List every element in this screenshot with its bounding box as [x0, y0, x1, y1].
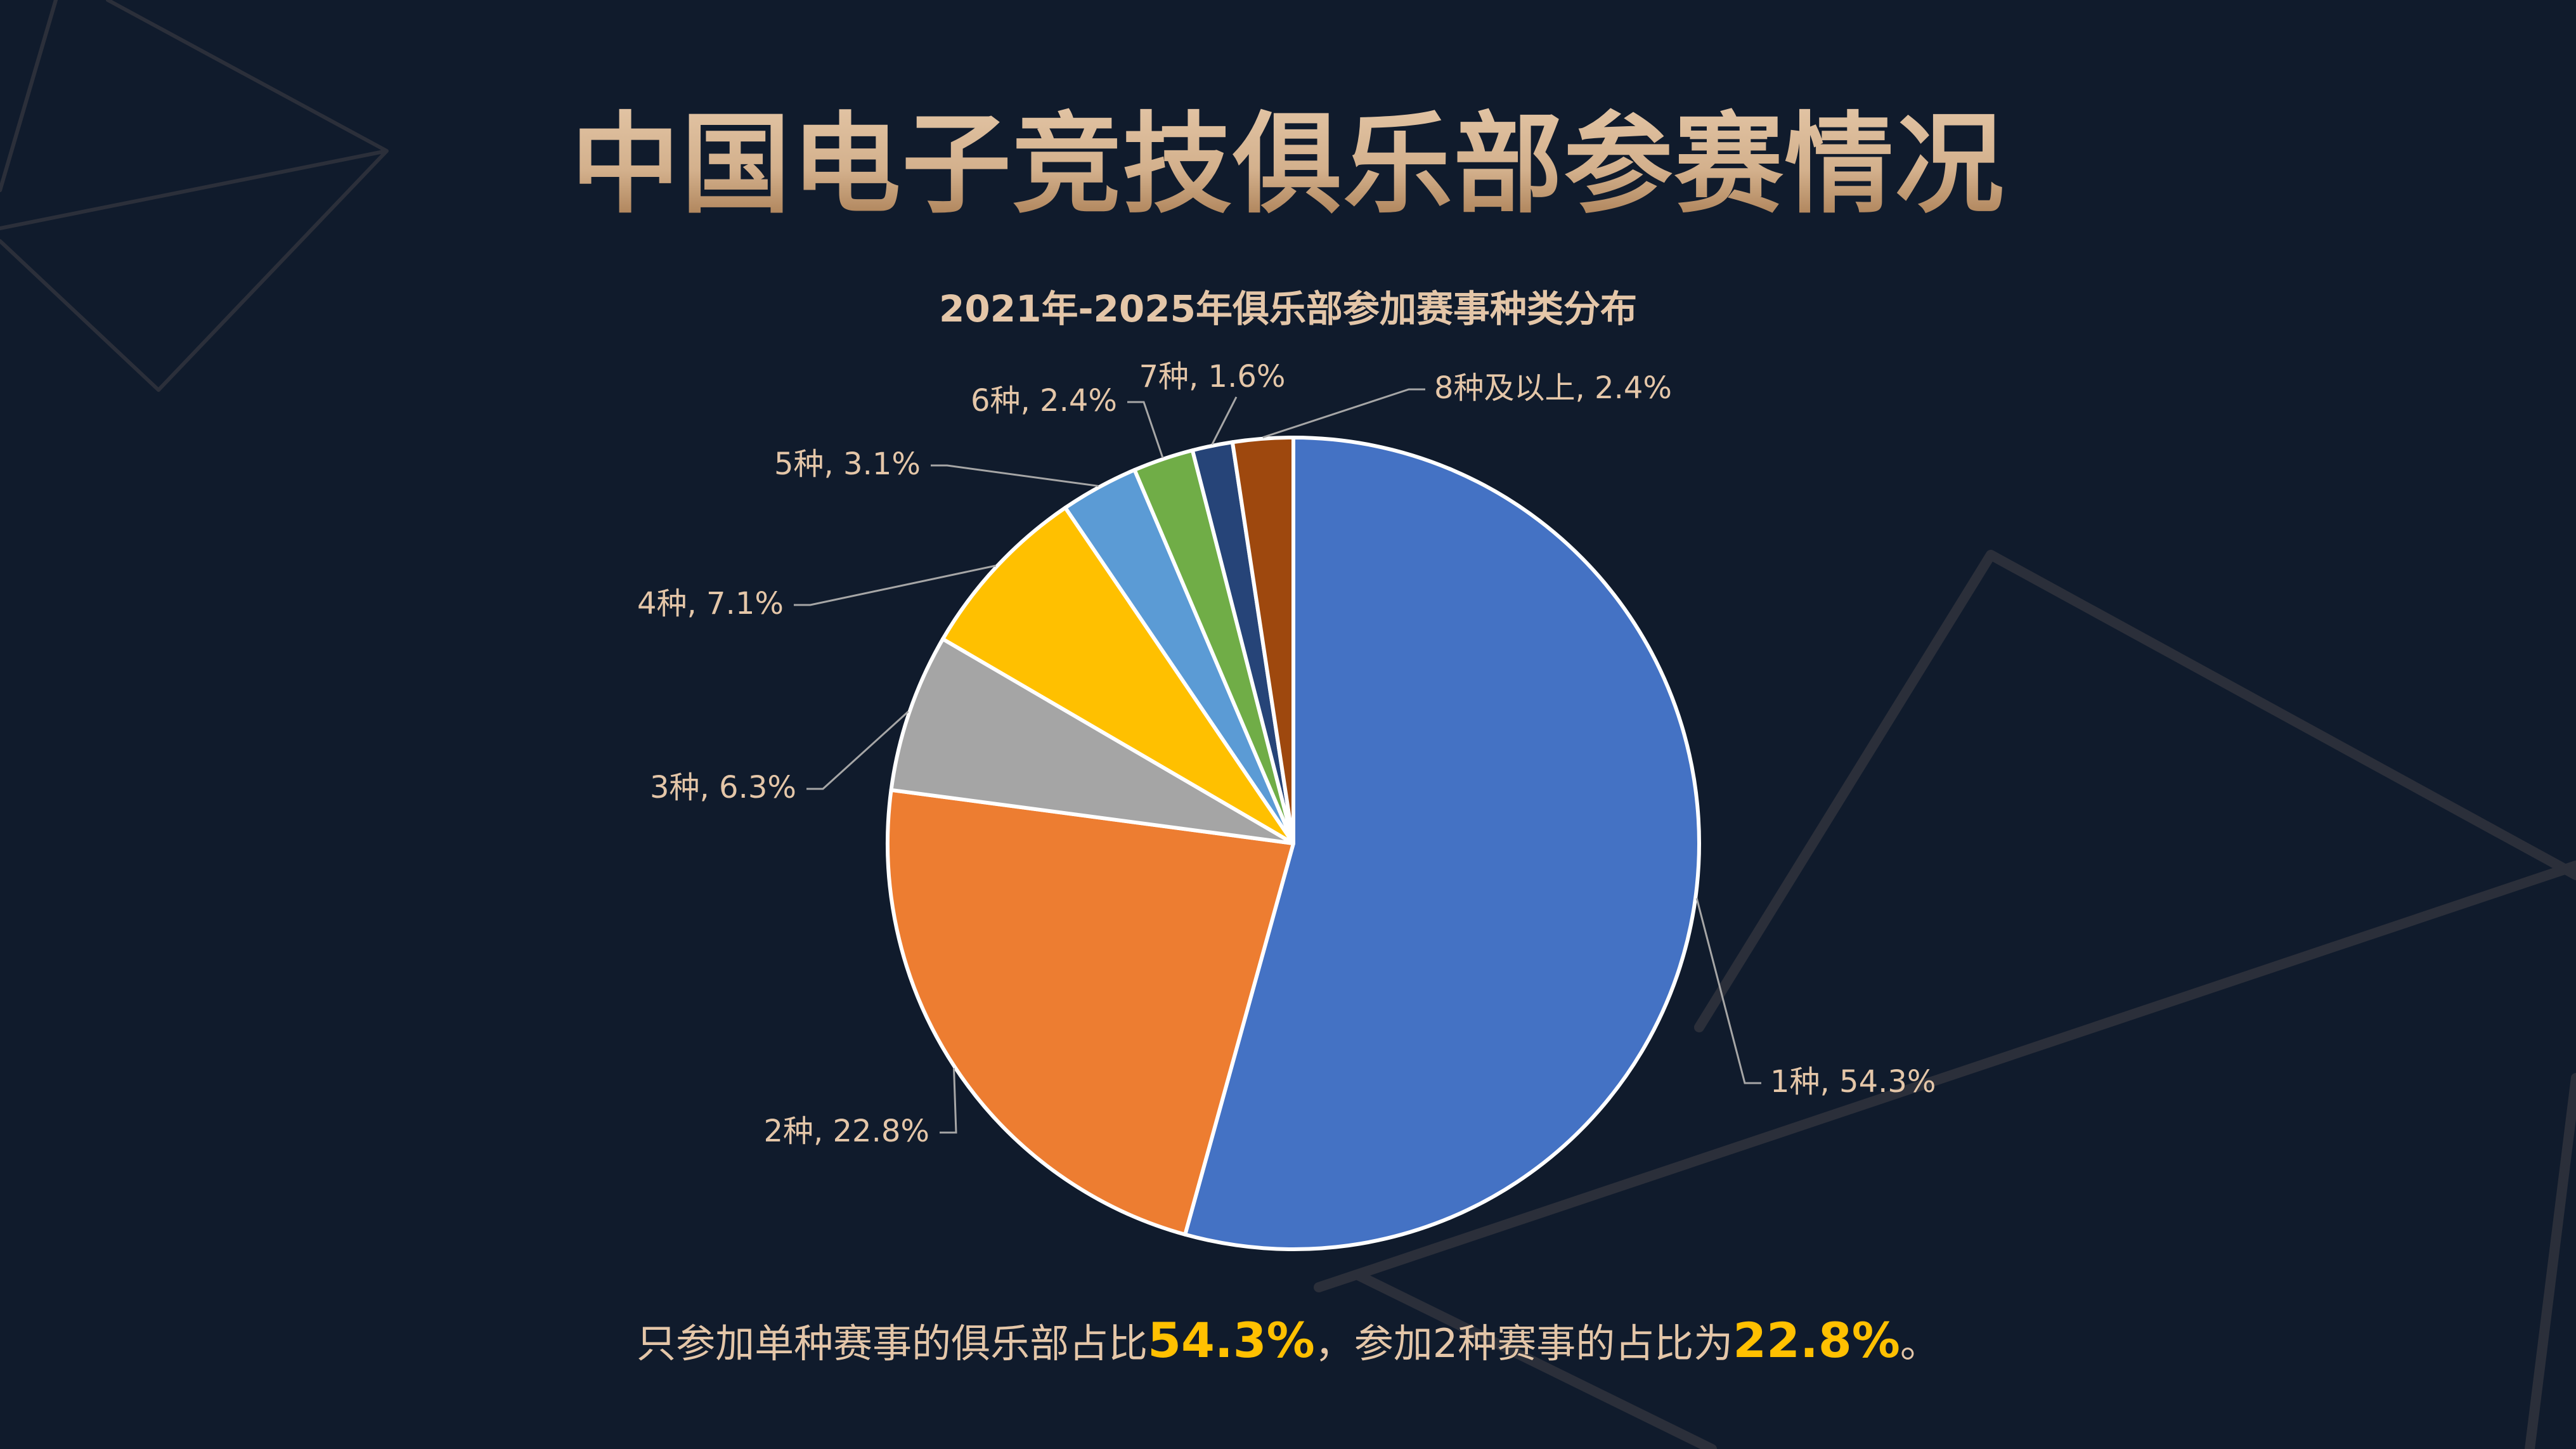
summary-text: 只参加单种赛事的俱乐部占比54.3%，参加2种赛事的占比为22.8%。	[0, 1311, 2576, 1368]
summary-highlight-2: 22.8%	[1733, 1312, 1900, 1368]
data-label-2: 2种, 22.8%	[763, 1114, 929, 1149]
data-label-8: 8种及以上, 2.4%	[1434, 370, 1672, 406]
leader-line-8	[1262, 388, 1425, 439]
summary-part-2: ，参加2种赛事的占比为	[1314, 1320, 1733, 1367]
leader-line-7	[1211, 396, 1238, 445]
leader-line-3	[806, 710, 909, 790]
data-label-5: 5种, 3.1%	[774, 446, 921, 482]
summary-part-1: 只参加单种赛事的俱乐部占比	[637, 1320, 1148, 1367]
data-labels: 1种, 54.3% 2种, 22.8% 3种, 6.3% 4种, 7.1% 5种, 3.…	[637, 359, 1936, 1149]
leader-line-1	[1695, 898, 1761, 1084]
leader-line-5	[931, 464, 1099, 487]
summary-part-3: 。	[1900, 1320, 1939, 1367]
pie-slice-2	[885, 788, 1295, 1237]
leader-line-6	[1127, 401, 1164, 458]
data-label-7: 7种, 1.6%	[1139, 359, 1285, 394]
pie-slices	[885, 436, 1702, 1251]
data-label-3: 3种, 6.3%	[650, 770, 796, 805]
data-label-6: 6种, 2.4%	[971, 383, 1117, 419]
chart-title: 2021年-2025年俱乐部参加赛事种类分布	[939, 287, 1637, 330]
decor-lines-top-left-2	[0, 0, 389, 392]
data-label-4: 4种, 7.1%	[637, 586, 784, 621]
data-label-1: 1种, 54.3%	[1770, 1064, 1936, 1100]
leader-lines	[794, 388, 1761, 1134]
leader-line-4	[794, 564, 996, 606]
decor-lines-bottom-right	[1314, 550, 2576, 1449]
summary-highlight-1: 54.3%	[1148, 1312, 1315, 1368]
pie-slice-1	[1183, 436, 1702, 1251]
slide-title: 中国电子竞技俱乐部参赛情况	[0, 105, 2576, 224]
leader-line-2	[940, 1068, 957, 1134]
pie-slice-8	[1230, 436, 1295, 845]
pie-slice-4	[941, 505, 1295, 845]
pie-slice-3	[889, 637, 1295, 845]
